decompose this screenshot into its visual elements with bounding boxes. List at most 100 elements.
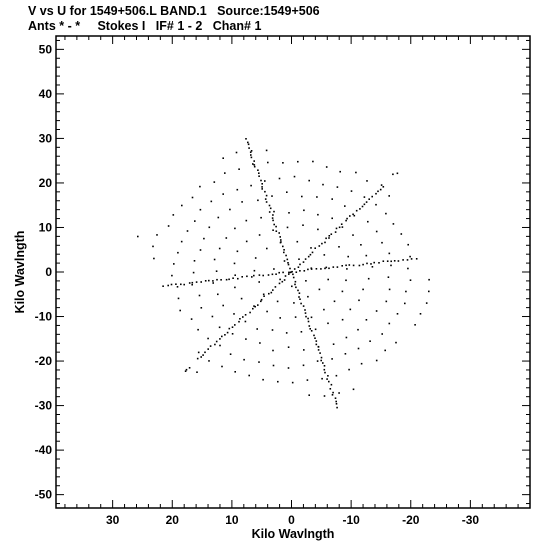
uv-point: [290, 271, 292, 273]
uv-point: [243, 358, 245, 361]
uv-point: [271, 195, 273, 197]
uv-point: [259, 342, 261, 344]
uv-point: [363, 196, 366, 198]
x-axis-title: Kilo Wavlngth: [252, 527, 335, 541]
uv-point: [325, 237, 327, 240]
uv-point: [296, 240, 299, 243]
uv-point: [200, 281, 202, 283]
uv-point: [291, 381, 294, 384]
uv-point: [211, 315, 214, 318]
uv-data-points: [137, 138, 430, 409]
uv-point: [344, 353, 347, 355]
uv-point: [271, 273, 274, 276]
uv-point: [330, 233, 333, 235]
uv-point: [238, 168, 240, 170]
uv-point: [333, 300, 336, 303]
uv-point: [258, 172, 260, 174]
uv-point: [349, 308, 352, 311]
uv-point: [320, 359, 322, 362]
uv-point: [258, 234, 261, 236]
uv-point: [219, 344, 221, 347]
uv-point: [327, 375, 329, 377]
uv-point: [200, 356, 202, 358]
uv-point: [283, 249, 285, 251]
uv-point: [301, 195, 303, 198]
uv-point: [171, 274, 173, 277]
uv-point: [302, 364, 305, 367]
uv-point: [317, 349, 320, 351]
uv-point: [170, 283, 173, 286]
uv-point: [278, 232, 280, 234]
uv-point: [273, 223, 275, 226]
uv-point: [385, 300, 388, 303]
uv-point: [341, 226, 344, 228]
uv-point: [293, 302, 295, 304]
uv-point: [190, 318, 193, 320]
uv-point: [283, 279, 286, 281]
uv-point: [188, 282, 191, 284]
uv-point: [219, 338, 221, 340]
uv-point: [234, 227, 236, 230]
uv-point: [335, 400, 337, 403]
uv-point: [233, 313, 235, 315]
uv-point: [226, 331, 229, 334]
uv-point: [208, 279, 210, 282]
uv-point: [404, 302, 406, 305]
uv-point: [322, 183, 324, 186]
uv-point: [270, 291, 273, 294]
uv-point: [320, 268, 322, 270]
uv-point: [388, 252, 391, 255]
uv-point: [308, 394, 310, 396]
x-tick-label: 30: [106, 513, 120, 527]
uv-point: [334, 397, 337, 399]
uv-point: [311, 251, 314, 254]
uv-point: [249, 311, 251, 314]
uv-point: [247, 141, 249, 144]
uv-point: [263, 295, 265, 297]
uv-point: [216, 278, 218, 281]
uv-point: [275, 273, 277, 275]
uv-point: [222, 304, 224, 307]
uv-point: [279, 278, 281, 281]
uv-point: [327, 278, 329, 281]
uv-point: [285, 332, 288, 334]
uv-point: [318, 288, 321, 291]
uv-point: [409, 255, 411, 258]
uv-point: [208, 226, 211, 229]
uv-point: [293, 175, 296, 178]
uv-point: [253, 274, 255, 277]
uv-point: [304, 309, 306, 311]
uv-point: [260, 179, 262, 182]
uv-point: [362, 288, 364, 291]
uv-point: [331, 217, 333, 220]
uv-point: [262, 274, 264, 277]
x-tick-label: -10: [342, 513, 360, 527]
uv-point: [272, 349, 274, 352]
uv-point: [357, 328, 359, 331]
uv-point: [300, 331, 303, 333]
uv-point: [234, 286, 236, 289]
uv-point: [262, 293, 265, 296]
uv-point: [156, 234, 158, 236]
uv-point: [338, 246, 340, 248]
uv-point: [250, 154, 252, 156]
x-tick-label: 0: [288, 513, 295, 527]
uv-point: [335, 227, 338, 230]
uv-point: [258, 175, 260, 177]
uv-point: [213, 258, 216, 261]
uv-point: [323, 368, 326, 371]
uv-point: [332, 266, 335, 268]
uv-point: [236, 250, 239, 253]
uv-point: [167, 284, 169, 287]
uv-point: [385, 212, 387, 215]
uv-point: [324, 267, 326, 270]
uv-point: [234, 274, 236, 276]
uv-point: [184, 370, 187, 372]
uv-point: [352, 213, 354, 216]
uv-point: [363, 203, 366, 206]
uv-point: [295, 271, 298, 273]
uv-point: [185, 368, 188, 371]
uv-point: [371, 266, 374, 268]
uv-point: [224, 334, 226, 336]
uv-point: [336, 186, 339, 188]
